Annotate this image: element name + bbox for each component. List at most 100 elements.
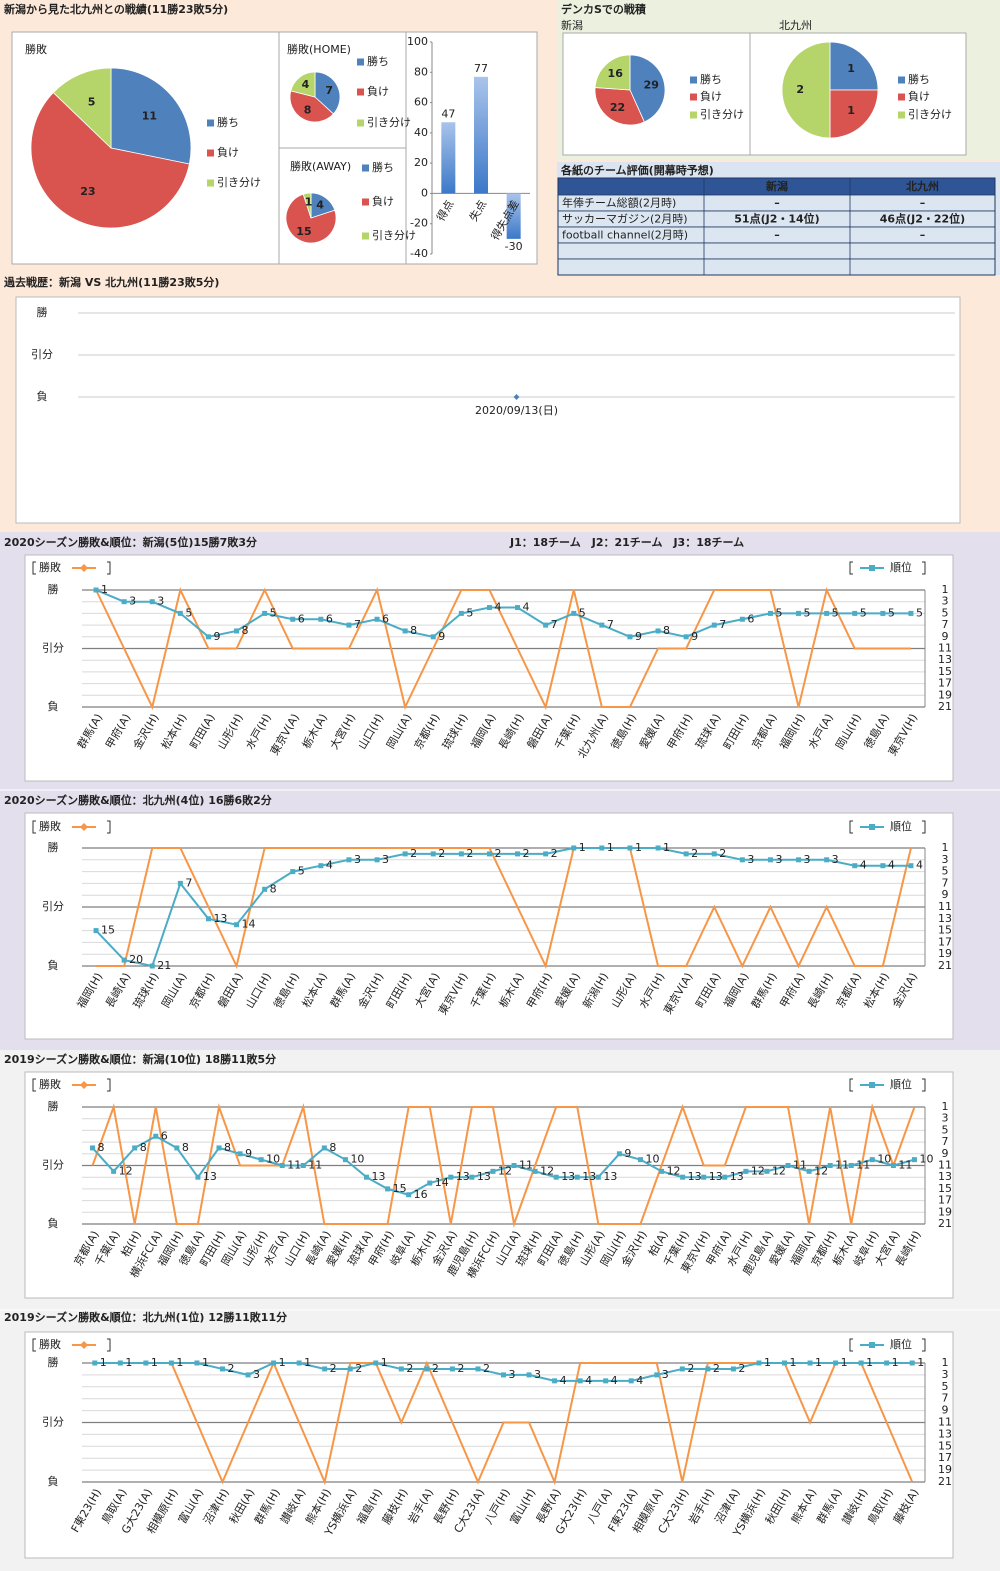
legend-label: 勝ち: [372, 160, 394, 174]
y-tick-label: 引分: [42, 1158, 64, 1172]
rank-marker: [346, 857, 352, 863]
rank-marker: [93, 587, 99, 593]
rank-marker: [628, 1378, 634, 1384]
rank-label: 8: [140, 1141, 147, 1154]
y2-tick-label: 1: [942, 1100, 949, 1113]
rank-marker: [833, 1360, 839, 1366]
table-cell: football channel(2月時): [562, 229, 688, 242]
rank-marker: [449, 1366, 455, 1372]
chart-title: 2020シーズン勝敗&順位：北九州(4位) 16勝6敗2分: [4, 793, 272, 807]
rank-marker: [577, 1378, 583, 1384]
rank-label: 1: [841, 1356, 848, 1369]
pie-value-label: 8: [304, 104, 312, 117]
rank-label: 2: [719, 847, 726, 860]
rank-marker: [515, 851, 521, 857]
rank-marker: [234, 628, 240, 634]
y2-tick-label: 1: [942, 583, 949, 596]
rank-marker: [739, 857, 745, 863]
rank-marker: [121, 599, 127, 605]
rank-label: 1: [892, 1356, 899, 1369]
rank-marker: [782, 1360, 787, 1366]
legend-swatch: [690, 76, 697, 84]
pie-value-label: 5: [88, 95, 96, 108]
table-cell: –: [774, 197, 780, 210]
rank-label: 1: [279, 1356, 286, 1369]
rank-label: 8: [329, 1141, 336, 1154]
pie-slice: [290, 71, 316, 98]
legend-bracket: [922, 561, 926, 575]
y2-tick-label: 3: [942, 1112, 949, 1125]
legend-label: 勝ち: [367, 54, 389, 68]
chart-title: 過去戦歴：新潟 VS 北九州(11勝23敗5分): [3, 275, 219, 289]
denka-title: デンカSでの戦積: [561, 2, 647, 16]
legend-label: 順位: [890, 1077, 912, 1091]
y2-tick-label: 11: [938, 1416, 952, 1429]
rank-marker: [711, 851, 717, 857]
y2-tick-label: 9: [942, 1147, 949, 1160]
series-line: [91, 1135, 915, 1196]
pie-slice: [30, 92, 190, 229]
point-marker: [513, 394, 520, 400]
rank-marker: [271, 1360, 277, 1366]
legend-label: 引き分け: [700, 107, 744, 121]
rank-marker: [374, 857, 380, 863]
pie-slice: [302, 192, 312, 219]
rank-label: 9: [624, 1147, 631, 1160]
rank-marker: [767, 610, 773, 616]
rank-marker: [177, 880, 183, 886]
rank-marker: [262, 610, 268, 616]
rank-label: 15: [101, 924, 115, 937]
rank-label: 1: [917, 1356, 924, 1369]
chart-note: J1：18チーム J2：21チーム J3：18チーム: [509, 536, 744, 549]
rank-marker: [300, 1163, 306, 1168]
pie-slice: [285, 193, 337, 244]
rank-marker: [909, 1360, 915, 1366]
rank-label: 12: [498, 1164, 512, 1177]
rank-marker: [880, 610, 886, 616]
y2-tick-label: 1: [942, 1356, 949, 1369]
rank-marker: [216, 1145, 222, 1151]
y2-tick-label: 21: [938, 959, 952, 972]
pie-value-label: 22: [610, 101, 625, 114]
y-tick-label: 0: [421, 186, 428, 199]
rank-marker: [318, 863, 324, 869]
rank-label: 6: [298, 612, 305, 625]
legend-symbol: [80, 564, 88, 572]
y-tick-label: 負: [48, 959, 59, 972]
rank-marker: [599, 845, 605, 851]
rank-marker: [93, 928, 99, 934]
rank-marker: [655, 845, 661, 851]
rank-label: 3: [662, 1368, 669, 1381]
x-tick-label: 2020/09/13(日): [475, 404, 558, 417]
y2-tick-label: 11: [938, 900, 952, 913]
pie-slice: [314, 71, 341, 115]
y2-tick-label: 3: [942, 1368, 949, 1381]
rank-label: 20: [129, 953, 143, 966]
rank-marker: [279, 1163, 285, 1168]
pie-title: 北九州: [779, 19, 812, 32]
rank-label: 12: [772, 1164, 786, 1177]
y2-tick-label: 7: [942, 1135, 949, 1148]
legend-label: 勝敗: [39, 819, 61, 833]
y2-tick-label: 3: [942, 595, 949, 608]
rank-label: 4: [585, 1374, 592, 1387]
rank-label: 1: [202, 1356, 209, 1369]
legend-label: 勝ち: [908, 72, 930, 86]
rank-label: 8: [224, 1141, 231, 1154]
rank-marker: [637, 1157, 643, 1163]
rank-label: 5: [185, 606, 192, 619]
rank-label: 8: [98, 1141, 105, 1154]
rank-marker: [526, 1372, 532, 1378]
rank-label: 3: [382, 853, 389, 866]
rank-label: 15: [393, 1182, 407, 1195]
rank-marker: [796, 857, 802, 863]
rank-marker: [884, 1360, 890, 1366]
y-tick-label: 80: [414, 65, 428, 78]
pie-title: 勝敗(AWAY): [290, 159, 351, 173]
rank-label: 9: [635, 630, 642, 643]
rank-marker: [806, 1168, 812, 1174]
rank-label: 2: [494, 847, 501, 860]
series-line: [95, 847, 911, 968]
